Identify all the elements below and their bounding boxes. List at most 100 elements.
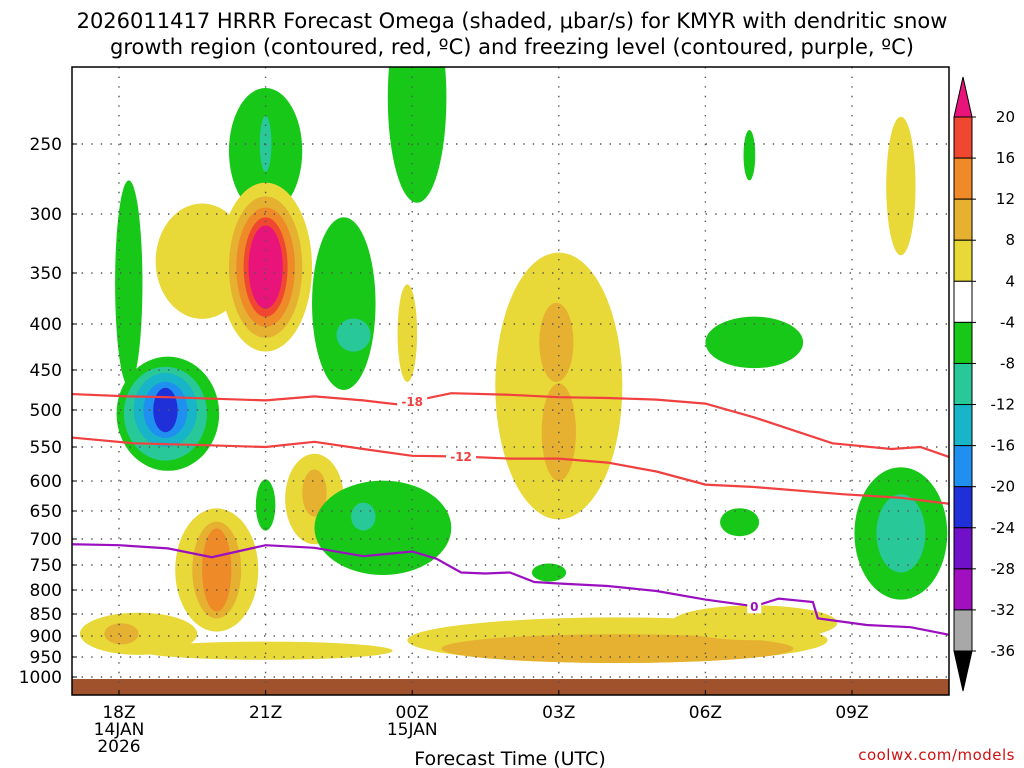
y-tick-label-600: 600 (30, 472, 62, 492)
terrain-layer (72, 679, 949, 695)
x-tick-label-6-1: 15JAN (387, 720, 438, 740)
omega-region-rising-11 (336, 318, 371, 352)
colorbar-band--8 (953, 362, 973, 406)
y-tick-label-250: 250 (30, 135, 62, 155)
y-axis-pressure: 2503003504004505005506006507007508008509… (19, 135, 77, 688)
colorbar-band--12 (953, 404, 973, 447)
x-tick-label-6-0: 00Z (396, 703, 429, 723)
omega-region-rising-16 (153, 387, 178, 433)
omega-region-sinking-32 (671, 605, 838, 641)
x-tick-label-0-2: 2026 (97, 737, 140, 757)
x-axis-label: Forecast Time (UTC) (414, 748, 605, 768)
omega-region-sinking-9 (248, 225, 283, 309)
grid-lines (72, 67, 949, 695)
colorbar-arrow-top (953, 76, 973, 118)
isotherm-line-0 (72, 543, 949, 636)
y-tick-label-550: 550 (30, 438, 62, 458)
colorbar-band-12 (953, 198, 973, 241)
omega-region-rising-38 (743, 130, 756, 181)
y-tick-label-800: 800 (30, 581, 62, 601)
y-tick-label-450: 450 (30, 361, 62, 381)
omega-region-sinking-22 (302, 469, 327, 517)
chart-title-line2: growth region (contoured, red, ºC) and f… (110, 35, 914, 59)
y-tick-label-700: 700 (30, 530, 62, 550)
isotherm-contours: -18 -12 0 (72, 392, 949, 636)
y-tick-label-300: 300 (30, 205, 62, 225)
omega-region-sinking-35 (138, 641, 393, 660)
y-tick-label-650: 650 (30, 502, 62, 522)
omega-region-rising-36 (705, 316, 804, 369)
colorbar-band--24 (953, 527, 973, 570)
isotherm-line--18 (72, 392, 949, 459)
omega-region-rising-24 (314, 480, 452, 575)
terrain-strip (72, 679, 949, 695)
colorbar-band--28 (953, 568, 973, 611)
y-tick-label-950: 950 (30, 648, 62, 668)
isotherm-label-bg--18 (397, 394, 428, 409)
omega-region-sinking-23 (397, 284, 418, 383)
plot-frame (71, 66, 950, 696)
colorbar-band--4 (953, 321, 973, 364)
colorbar-band-20 (953, 116, 973, 159)
isotherm-label-bg--12 (446, 449, 477, 464)
y-tick-label-900: 900 (30, 627, 62, 647)
colorbar-tick-label--24: -24 (991, 519, 1016, 537)
colorbar-band-4 (953, 280, 973, 323)
isotherm-line--12 (72, 436, 949, 505)
colorbar-arrow-bottom (953, 650, 973, 692)
x-tick-label-15-0: 09Z (835, 703, 868, 723)
omega-region-sinking-19 (202, 528, 232, 612)
colorbar-tick-label--4: -4 (1000, 313, 1015, 331)
omega-region-rising-10 (312, 217, 376, 390)
x-tick-label-3-0: 21Z (249, 703, 282, 723)
x-tick-label-0-1: 14JAN (94, 720, 145, 740)
isotherm-label-0: 0 (750, 600, 758, 614)
y-tick-label-750: 750 (30, 556, 62, 576)
colorbar-tick-label-12: 12 (996, 190, 1015, 208)
omega-region-sinking-31 (441, 634, 794, 663)
credit-text: coolwx.com/models (858, 746, 1015, 764)
colorbar-tick-label--28: -28 (991, 560, 1016, 578)
x-tick-label-0-0: 18Z (102, 703, 135, 723)
omega-region-rising-37 (720, 508, 760, 537)
colorbar-tick-label-20: 20 (996, 108, 1015, 126)
omega-region-rising-3 (115, 180, 143, 386)
omega-region-rising-29 (531, 563, 567, 582)
isotherm-label--12: -12 (450, 450, 472, 464)
y-tick-label-1000: 1000 (19, 668, 62, 688)
colorbar-tick-label--36: -36 (991, 642, 1016, 660)
x-tick-label-9-0: 03Z (542, 703, 575, 723)
omega-region-sinking-39 (886, 116, 916, 256)
colorbar-tick-label-8: 8 (1005, 231, 1015, 249)
colorbar-tick-label-4: 4 (1005, 272, 1015, 290)
colorbar-band-8 (953, 239, 973, 282)
y-tick-label-500: 500 (30, 401, 62, 421)
omega-region-rising-20 (255, 479, 276, 531)
colorbar-band--20 (953, 486, 973, 529)
y-tick-label-850: 850 (30, 605, 62, 625)
colorbar-tick-label--8: -8 (1000, 354, 1015, 372)
x-tick-label-12-0: 06Z (689, 703, 722, 723)
colorbar-tick-label--32: -32 (991, 601, 1016, 619)
y-tick-label-400: 400 (30, 315, 62, 335)
omega-region-rising-41 (876, 494, 926, 573)
colorbar-band--16 (953, 445, 973, 488)
omega-region-rising-2 (387, 67, 447, 203)
omega-shading (79, 67, 948, 663)
colorbar-tick-label-16: 16 (996, 149, 1015, 167)
colorbar-tick-label--12: -12 (991, 396, 1016, 414)
colorbar-tick-label--20: -20 (991, 478, 1016, 496)
colorbar: 20 16 12 8 4 -4 -8 -12 -16 -20 -24 -28 -32 -36 (953, 76, 1016, 692)
omega-region-sinking-27 (539, 302, 574, 382)
isotherm-label--18: -18 (401, 395, 423, 409)
omega-region-rising-25 (351, 502, 376, 531)
colorbar-band-16 (953, 157, 973, 200)
isotherm-label-bg-0 (747, 599, 762, 614)
omega-region-sinking-34 (104, 623, 139, 645)
colorbar-band--32 (953, 609, 973, 652)
y-tick-label-350: 350 (30, 264, 62, 284)
chart-title-line1: 2026011417 HRRR Forecast Omega (shaded, … (77, 9, 948, 33)
colorbar-tick-label--16: -16 (991, 437, 1016, 455)
